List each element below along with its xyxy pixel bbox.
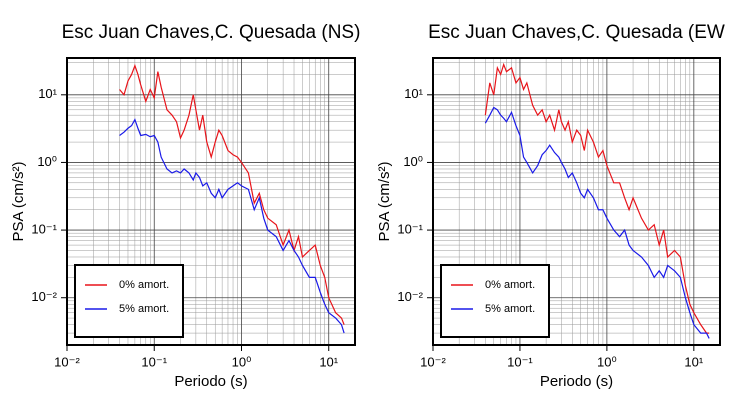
minor-grid [433,58,720,345]
y-tick-label: 10¹ [38,86,57,101]
y-tick-label: 10⁻² [31,289,57,304]
chart-title: Esc Juan Chaves,C. Quesada (EW [428,22,725,43]
legend-box [440,264,550,338]
x-tick-label: 10⁰ [597,354,617,369]
y-tick-label: 10¹ [404,86,423,101]
series-line [484,106,710,339]
plot-frame [66,57,356,346]
y-axis-label: PSA (cm/s²) [376,161,393,241]
x-tick-label: 10⁻¹ [507,354,533,369]
legend-label: 5% amort. [119,303,169,315]
x-axis-label: Periodo (s) [540,373,613,390]
series-line [119,118,345,334]
legend-label: 0% amort. [485,279,535,291]
x-tick-label: 10⁻² [420,354,446,369]
series-line [119,63,345,325]
plot-frame [432,57,721,346]
y-tick-label: 10⁻¹ [31,222,57,237]
y-tick-label: 10⁻¹ [397,222,423,237]
legend-label: 5% amort. [485,303,535,315]
legend-box [74,264,184,338]
x-tick-label: 10⁰ [232,354,252,369]
x-axis-label: Periodo (s) [174,373,247,390]
y-tick-label: 10⁻² [397,289,423,304]
minor-grid [67,58,355,345]
y-tick-label: 10⁰ [403,154,423,169]
legend-label: 0% amort. [119,279,169,291]
y-axis-label: PSA (cm/s²) [10,161,27,241]
y-tick-label: 10⁰ [37,154,57,169]
chart-title: Esc Juan Chaves,C. Quesada (NS) [62,22,361,43]
x-tick-label: 10⁻² [54,354,80,369]
series-line [484,62,710,334]
x-tick-label: 10¹ [319,354,338,369]
x-tick-label: 10⁻¹ [141,354,167,369]
x-tick-label: 10¹ [684,354,703,369]
